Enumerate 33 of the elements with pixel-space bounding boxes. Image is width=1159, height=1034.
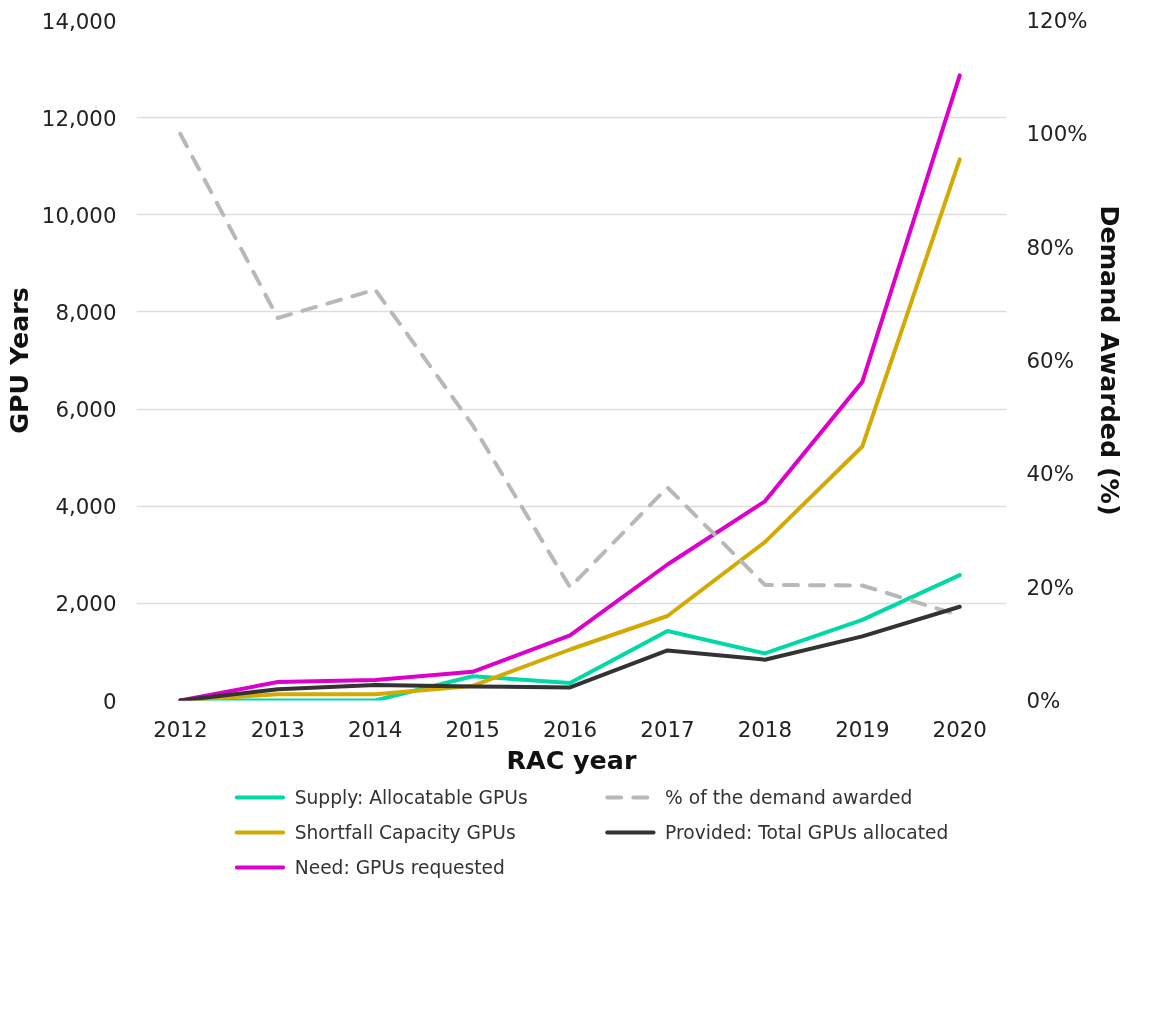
y-tick-label: 4,000: [55, 494, 117, 520]
y-axis-title: GPU Years: [3, 287, 34, 434]
y-tick-label: 8,000: [55, 299, 117, 325]
y-tick-label: 14,000: [41, 8, 117, 34]
x-axis-title: RAC year: [506, 744, 637, 775]
y-tick-label: 6,000: [55, 397, 117, 423]
x-tick-label: 2015: [445, 716, 500, 742]
x-tick-label: 2012: [153, 716, 208, 742]
y-tick-label: 12,000: [41, 105, 117, 131]
x-tick-label: 2014: [348, 716, 403, 742]
legend-label: Shortfall Capacity GPUs: [294, 822, 516, 843]
y-tick-label: 2,000: [55, 591, 117, 617]
legend-label: Need: GPUs requested: [294, 857, 505, 878]
line-series: [178, 604, 962, 701]
x-tick-label: 2019: [835, 716, 890, 742]
y2-tick-label: 20%: [1026, 574, 1074, 600]
y2-tick-label: 60%: [1026, 348, 1074, 373]
y2-tick-label: 100%: [1026, 121, 1088, 147]
y-tick-label: 0: [102, 688, 117, 714]
x-tick-label: 2020: [932, 716, 987, 742]
y2-tick-label: 80%: [1026, 234, 1074, 260]
x-tick-label: 2013: [250, 716, 305, 742]
y-tick-label: 10,000: [41, 202, 117, 228]
y2-tick-label: 40%: [1026, 461, 1074, 487]
legend-label: % of the demand awarded: [665, 787, 913, 808]
y2-axis-title: Demand Awarded (%): [1095, 205, 1126, 516]
x-tick-label: 2016: [542, 716, 598, 742]
x-tick-label: 2017: [640, 716, 695, 742]
y2-tick-label: 120%: [1026, 8, 1088, 33]
x-tick-label: 2018: [737, 716, 793, 742]
legend-label: Supply: Allocatable GPUs: [294, 787, 528, 808]
y2-tick-label: 0%: [1026, 688, 1061, 713]
legend-label: Provided: Total GPUs allocated: [665, 822, 949, 843]
